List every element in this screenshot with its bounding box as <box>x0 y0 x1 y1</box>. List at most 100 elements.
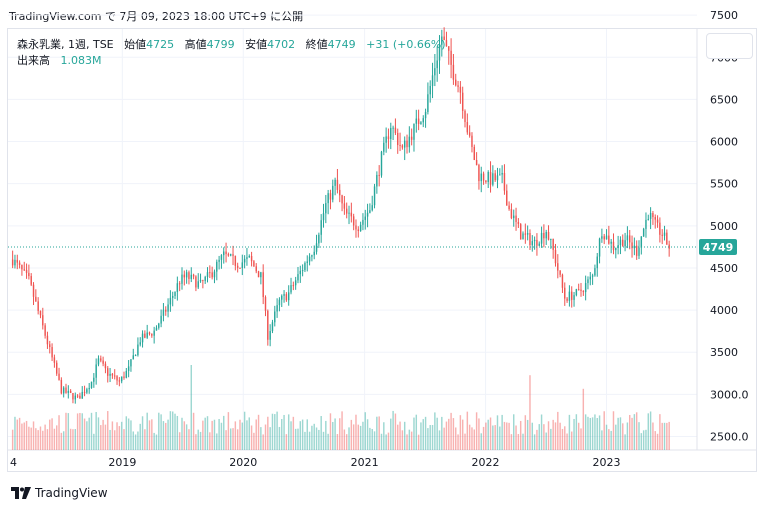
candle-body <box>306 261 308 263</box>
candle-body <box>97 358 100 365</box>
ohlc-legend: 森永乳業, 1週, TSE 始値4725 高値4799 安値4702 終値474… <box>17 36 446 52</box>
candle-body <box>661 234 663 236</box>
volume-bar <box>146 412 148 450</box>
candle-body <box>510 209 513 219</box>
volume-bar <box>155 434 158 450</box>
candle-body <box>403 140 406 148</box>
volume-legend: 出来高 1.083M <box>17 52 101 68</box>
candle-body <box>197 281 199 288</box>
candle-body <box>652 213 654 218</box>
candle-body <box>269 331 271 340</box>
volume-bar <box>352 424 355 450</box>
volume-bar <box>615 424 617 450</box>
candle-body <box>329 193 332 200</box>
candle-body <box>413 123 415 140</box>
candle-body <box>199 279 202 282</box>
volume-bar <box>531 422 534 450</box>
candle-body <box>591 275 594 277</box>
volume-bar <box>311 425 313 450</box>
volume-bar <box>297 428 299 450</box>
candle-body <box>466 122 469 133</box>
volume-bar <box>420 422 422 450</box>
volume-bar <box>652 422 654 450</box>
volume-bar <box>494 425 496 450</box>
candle-body <box>278 299 281 306</box>
volume-bar <box>123 429 125 450</box>
volume-bar <box>185 424 188 450</box>
candle-body <box>369 210 371 213</box>
candle-body <box>60 379 63 394</box>
chart-corner-button[interactable] <box>706 33 753 59</box>
candle-body <box>236 265 239 268</box>
candle-body <box>190 274 192 279</box>
candle-body <box>615 247 617 251</box>
candle-body <box>174 291 176 296</box>
candle-body <box>153 330 155 336</box>
publish-caption: TradingView.com で 7月 09, 2023 18:00 UTC+… <box>9 10 304 23</box>
volume-bar <box>571 431 573 450</box>
volume-bar <box>364 412 366 450</box>
chart-frame[interactable] <box>7 28 757 472</box>
candle-body <box>524 233 527 235</box>
volume-bar <box>11 429 14 450</box>
candle-body <box>408 136 411 148</box>
volume-bar <box>554 422 557 450</box>
candle-body <box>81 391 83 399</box>
candle-body <box>601 236 603 239</box>
volume-bar <box>109 429 111 450</box>
volume-bar <box>394 413 397 450</box>
volume-bar <box>503 421 506 450</box>
volume-bar <box>325 420 327 450</box>
candle-body <box>545 232 547 239</box>
candle-body <box>294 280 297 286</box>
candle-body <box>264 297 267 311</box>
candle-body <box>160 315 162 324</box>
legend-volume-value: 1.083M <box>60 54 102 67</box>
candle-body <box>253 261 255 267</box>
candle-body <box>663 232 666 236</box>
volume-bar <box>162 421 165 450</box>
candle-body <box>287 292 290 301</box>
volume-bar <box>475 412 478 450</box>
volume-bar <box>308 431 311 450</box>
candle-body <box>183 274 186 278</box>
candle-body <box>608 235 610 244</box>
volume-bar <box>640 433 643 450</box>
volume-bar <box>506 422 508 450</box>
candle-body <box>515 215 517 222</box>
volume-bar <box>218 419 220 450</box>
volume-bar <box>206 416 209 450</box>
volume-bar <box>49 419 51 450</box>
tradingview-brand[interactable]: TradingView <box>11 486 108 500</box>
volume-bar <box>160 414 162 450</box>
candle-body <box>79 395 81 399</box>
volume-bar <box>118 426 121 450</box>
volume-bar <box>573 418 575 450</box>
candle-body <box>554 249 557 264</box>
volume-bar <box>192 412 195 450</box>
volume-bar <box>513 414 515 450</box>
volume-bar <box>635 412 638 450</box>
axis-labels: 2500.0 3000.0 3500 4000 4500 5000 5500 6000 6500… <box>10 9 749 469</box>
time-tick-label: 2020 <box>229 456 257 469</box>
candle-body <box>229 254 232 256</box>
candle-body <box>422 118 424 123</box>
candle-body <box>232 254 234 256</box>
volume-bar <box>188 429 190 450</box>
volume-bar <box>285 434 288 450</box>
candle-body <box>267 310 269 340</box>
candle-body <box>397 132 399 146</box>
volume-bar <box>232 428 234 450</box>
candle-body <box>165 309 167 312</box>
legend-volume-label: 出来高 <box>17 54 50 67</box>
candle-body <box>577 289 580 291</box>
candle-body <box>76 395 79 397</box>
candle-body <box>11 259 14 266</box>
price-tick-label: 7500 <box>710 9 738 22</box>
volume-bar <box>332 421 334 450</box>
candle-body <box>51 347 53 358</box>
candle-body <box>392 127 394 129</box>
volume-bar <box>350 419 353 450</box>
price-tick-label: 4000 <box>710 304 738 317</box>
